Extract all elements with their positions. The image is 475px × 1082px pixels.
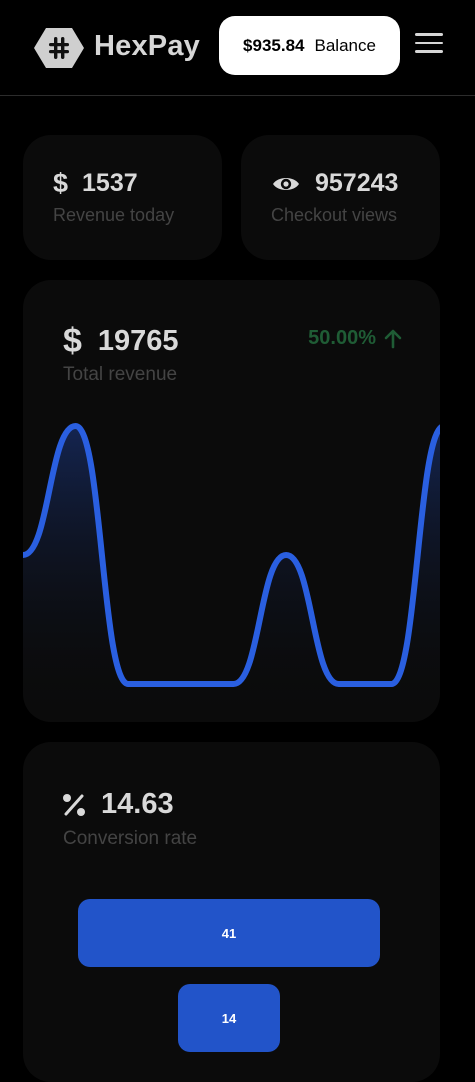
total-revenue-value: 19765 (97, 324, 179, 357)
hexpay-logo-icon[interactable] (33, 26, 85, 70)
funnel-bar-label: 14 (221, 1010, 237, 1026)
revenue-today-value: 1537 (82, 169, 138, 197)
checkout-views-value: 957243 (315, 169, 399, 197)
revenue-today-label: Revenue today (53, 205, 175, 225)
funnel-bar: 41 (78, 899, 380, 967)
checkout-views-label: Checkout views (271, 205, 398, 225)
balance-label: Balance (314, 35, 376, 55)
revenue-today-card: $ 1537 Revenue today (23, 135, 222, 260)
balance-amount: $935.84 (243, 35, 305, 55)
funnel-bar-label: 41 (221, 925, 237, 941)
total-revenue-card: $ 19765 Total revenue 50.00% (23, 280, 440, 722)
eye-icon (273, 177, 299, 190)
dollar-icon: $ (63, 322, 82, 360)
conversion-rate-value: 14.63 (101, 788, 174, 820)
revenue-change: 50.00% (308, 327, 402, 350)
funnel-bar: 14 (178, 984, 280, 1052)
balance-button[interactable]: $935.84 Balance (219, 16, 400, 75)
conversion-rate-card: 14.63 Conversion rate 41 14 (23, 742, 440, 1082)
arrow-up-icon (384, 329, 402, 348)
total-revenue-label: Total revenue (63, 364, 178, 385)
header: HexPay $935.84 Balance (0, 0, 475, 96)
percent-icon (63, 793, 85, 816)
checkout-views-card: 957243 Checkout views (241, 135, 440, 260)
revenue-chart-area (23, 426, 440, 722)
hamburger-menu-icon[interactable] (415, 33, 443, 57)
dollar-icon: $ (53, 168, 69, 198)
conversion-rate-label: Conversion rate (63, 828, 198, 849)
revenue-chart (23, 422, 440, 722)
brand-name: HexPay (94, 30, 200, 62)
revenue-change-value: 50.00% (308, 327, 376, 349)
revenue-chart-line (23, 422, 440, 687)
